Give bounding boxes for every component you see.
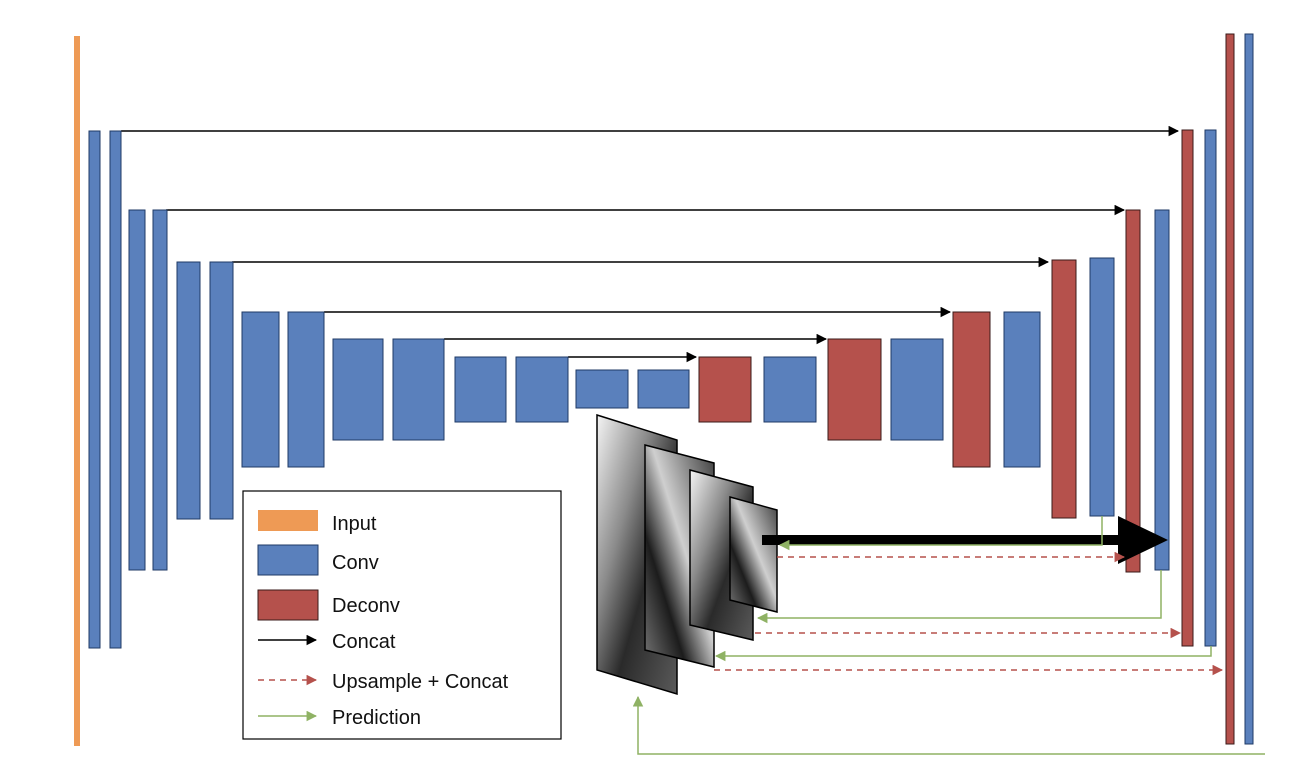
conv-block (209, 261, 234, 520)
conv-block (890, 338, 944, 441)
decoder-blocks (698, 33, 1254, 745)
conv-block (1204, 129, 1217, 647)
conv-block (1154, 209, 1170, 571)
deconv-block (1181, 129, 1194, 647)
legend-swatch-conv (257, 544, 319, 576)
conv-block (515, 356, 569, 423)
deconv-block (827, 338, 882, 441)
output-arrow (762, 516, 1168, 564)
encoder-blocks (88, 130, 690, 649)
legend-item-deconv: Deconv (257, 589, 400, 621)
input-bar (74, 36, 80, 746)
conv-block (128, 209, 146, 571)
legend-label: Input (332, 513, 377, 535)
conv-block (332, 338, 384, 441)
prediction-arrows (632, 516, 1265, 755)
legend-label: Prediction (332, 707, 421, 729)
conv-block (392, 338, 445, 441)
concat-arrows (121, 125, 1180, 363)
conv-block (575, 369, 629, 409)
conv-block (88, 130, 101, 649)
conv-block (152, 209, 168, 571)
deconv-block (1051, 259, 1077, 519)
legend-label: Upsample + Concat (332, 671, 509, 693)
legend-item-input: Input (258, 510, 377, 535)
conv-block (637, 369, 690, 409)
legend-item-prediction: Prediction (258, 707, 421, 729)
legend-item-upsample: Upsample + Concat (258, 671, 509, 693)
feature-map (729, 496, 778, 613)
conv-block (454, 356, 507, 423)
conv-block (241, 311, 280, 468)
conv-block (1244, 33, 1254, 745)
legend-swatch-input (258, 510, 318, 531)
prediction-arrow (778, 516, 1103, 551)
legend-label: Deconv (332, 595, 400, 617)
prediction-arrow (632, 695, 1265, 755)
legend-label: Concat (332, 631, 396, 653)
conv-block (1003, 311, 1041, 468)
upsample-arrows (714, 551, 1224, 676)
legend-label: Conv (332, 552, 379, 574)
legend-swatch-deconv (257, 589, 319, 621)
deconv-block (1125, 209, 1141, 573)
deconv-block (1225, 33, 1235, 745)
legend-item-conv: Conv (257, 544, 379, 576)
conv-block (1089, 257, 1115, 517)
deconv-block (952, 311, 991, 468)
conv-block (109, 130, 122, 649)
legend-item-concat: Concat (258, 631, 396, 653)
prediction-arrow (714, 646, 1212, 662)
feature-map-stack (596, 413, 778, 696)
conv-block (176, 261, 201, 520)
deconv-block (698, 356, 752, 423)
conv-block (287, 311, 325, 468)
prediction-arrow (756, 570, 1162, 624)
legend: Input Conv Deconv Concat Upsample + Conc… (242, 490, 562, 740)
conv-block (763, 356, 817, 423)
